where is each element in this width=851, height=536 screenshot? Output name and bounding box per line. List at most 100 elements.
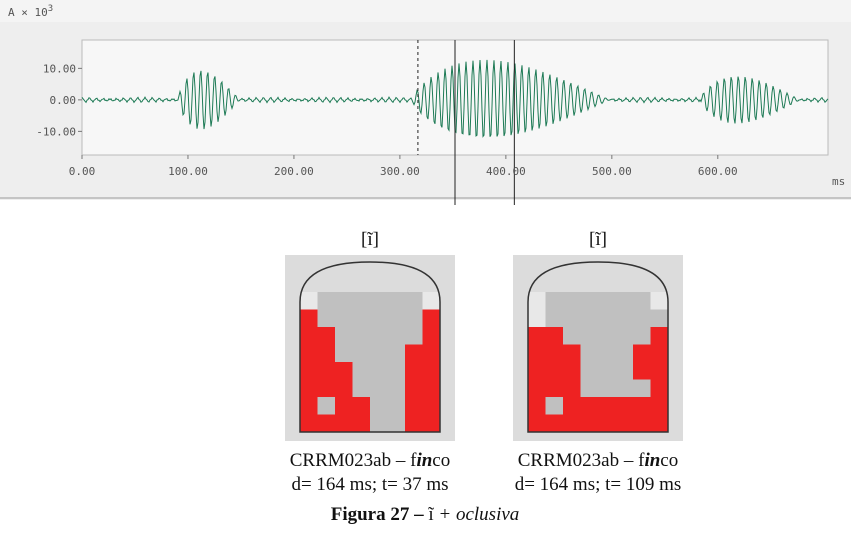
caption-line-1: CRRM023ab – finco [518, 450, 678, 471]
palate-cell [387, 379, 405, 397]
caption-bold: in [416, 450, 432, 471]
palate-cell [528, 292, 546, 310]
palate-cell [387, 362, 405, 380]
palate-cell [580, 397, 598, 415]
palate-cell [387, 397, 405, 415]
palate-cell [598, 362, 616, 380]
y-tick-label: -10.00 [36, 125, 76, 138]
x-tick-label: 400.00 [486, 165, 526, 178]
palate-cell [598, 327, 616, 345]
palate-cell [422, 344, 440, 362]
palate-cell [563, 309, 581, 327]
palate-cell [563, 379, 581, 397]
palate-cell [545, 327, 563, 345]
palate-cell [563, 327, 581, 345]
palate-cell [405, 309, 423, 327]
palate-cell [545, 344, 563, 362]
palate-outline [299, 261, 441, 433]
palate-cell [335, 344, 353, 362]
palate-cell [352, 397, 370, 415]
palate-cell [650, 379, 668, 397]
palate-cell [422, 327, 440, 345]
palate-cell [335, 292, 353, 310]
palate-cell [528, 379, 546, 397]
palate-cell [335, 414, 353, 432]
palate-cell [335, 309, 353, 327]
x-tick-label: 500.00 [592, 165, 632, 178]
phone-symbol: [ĩ] [589, 229, 607, 250]
palate-cell [422, 379, 440, 397]
palate-cell [615, 309, 633, 327]
palate-cell [405, 379, 423, 397]
palate-cell [563, 414, 581, 432]
palate-cell [615, 344, 633, 362]
waveform [81, 40, 829, 205]
palate-cell [422, 397, 440, 415]
palate-cell [650, 327, 668, 345]
palate-cell [317, 327, 335, 345]
palate-cell [422, 292, 440, 310]
palate-cell [615, 292, 633, 310]
palate-cell [300, 309, 318, 327]
palate-cell [317, 414, 335, 432]
palate-cell [545, 362, 563, 380]
palate-cell [352, 344, 370, 362]
palate-cell [615, 397, 633, 415]
x-tick-label: 200.00 [274, 165, 314, 178]
palate-cell [563, 292, 581, 310]
palate-cell [545, 309, 563, 327]
palate-outline [527, 261, 669, 433]
palate-cell [615, 362, 633, 380]
palate-cell [633, 344, 651, 362]
x-tick-label: 300.00 [380, 165, 420, 178]
palate-cell [580, 309, 598, 327]
palate-cell [370, 309, 388, 327]
palate-cell [528, 327, 546, 345]
palate-cell [422, 414, 440, 432]
palate-cell [352, 414, 370, 432]
palate-cell [370, 414, 388, 432]
palate-cell [563, 397, 581, 415]
palate-cell [545, 379, 563, 397]
palate-cell [335, 327, 353, 345]
palate-cell [633, 414, 651, 432]
caption-part: co [660, 450, 678, 471]
palate-cell [300, 292, 318, 310]
palate-cell [317, 309, 335, 327]
palate-cell [300, 362, 318, 380]
palate-cell [387, 309, 405, 327]
palate-cell [370, 327, 388, 345]
palate-cell [528, 309, 546, 327]
phone-symbol: [ĩ] [361, 229, 379, 250]
palate-cell [633, 309, 651, 327]
x-unit: ms [832, 175, 845, 188]
palate-cell [405, 362, 423, 380]
palate-cell [545, 292, 563, 310]
palate-cell [615, 379, 633, 397]
y-label-base: A × 10 [8, 6, 48, 19]
caption-part: co [432, 450, 450, 471]
y-label-exp: 3 [48, 4, 53, 14]
palate-cell [598, 292, 616, 310]
waveform-header [0, 0, 851, 22]
palate-cell [335, 362, 353, 380]
palate-cell [650, 397, 668, 415]
palate-cell [300, 379, 318, 397]
y-tick-label: 10.00 [43, 62, 76, 75]
palate-cell [300, 414, 318, 432]
palate-cell [650, 414, 668, 432]
x-tick-label: 600.00 [698, 165, 738, 178]
palate-cell [370, 362, 388, 380]
palate-cell [650, 309, 668, 327]
palate-cell [563, 344, 581, 362]
palate-cell [352, 379, 370, 397]
caption-line-1: CRRM023ab – finco [290, 450, 450, 471]
palate-cell [317, 379, 335, 397]
palate-cell [370, 292, 388, 310]
palate-cell [352, 292, 370, 310]
palate-cell [370, 397, 388, 415]
palate-cell [300, 327, 318, 345]
palate-cell [545, 414, 563, 432]
